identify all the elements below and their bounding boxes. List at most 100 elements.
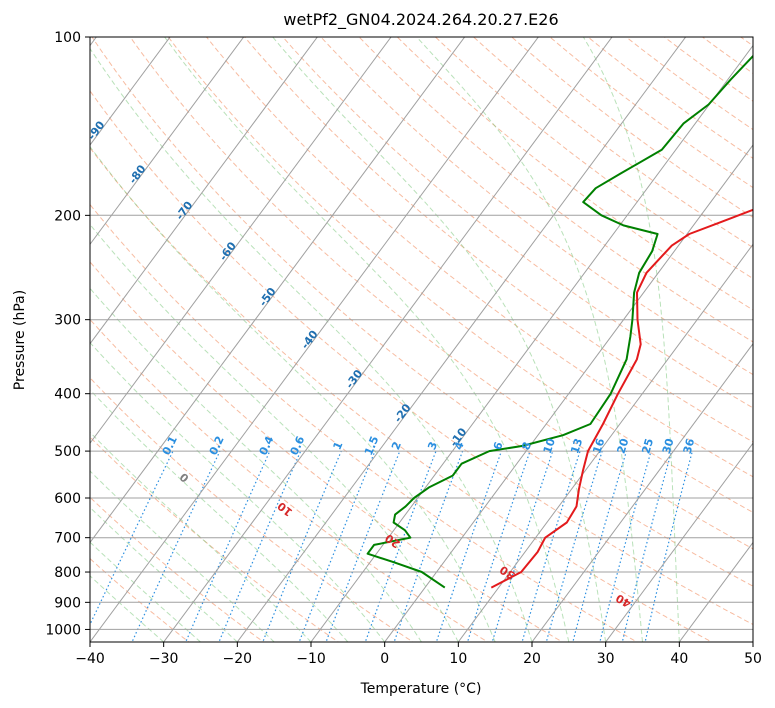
isotherm-label: -60 xyxy=(217,239,239,263)
mixing-ratio-label: 0.6 xyxy=(288,434,308,457)
mixing-ratio-label: 20 xyxy=(615,437,632,456)
dry-adiabat-line xyxy=(91,37,753,587)
isotherm-label: -30 xyxy=(343,367,365,391)
x-tick-label: 30 xyxy=(597,651,615,667)
dry-adiabat-line xyxy=(702,37,753,74)
isotherm-label: -80 xyxy=(126,162,148,186)
x-tick-label: −20 xyxy=(223,651,253,667)
mixing-ratio-label: 8 xyxy=(519,440,534,451)
mixing-ratio-label: 6 xyxy=(491,440,506,452)
dry-adiabat-line xyxy=(167,37,753,514)
isotherm-gridline xyxy=(90,37,392,445)
moist-adiabat-line xyxy=(90,389,349,642)
mixing-ratio-line xyxy=(621,450,673,642)
moist-adiabat-line xyxy=(90,431,312,642)
chart-title: wetPf2_GN04.2024.264.20.27.E26 xyxy=(283,10,558,30)
y-axis-label: Pressure (hPa) xyxy=(12,290,28,390)
isotherm-gridline xyxy=(384,144,753,642)
mixing-ratio-line xyxy=(90,450,174,626)
dry-adiabat-line xyxy=(90,436,340,642)
isotherm-gridline xyxy=(752,641,753,642)
mixing-ratio-line xyxy=(325,450,401,642)
mixing-ratio-label: 0.1 xyxy=(160,434,180,457)
mixing-ratio-line xyxy=(393,450,464,642)
isotherm-gridline xyxy=(605,442,753,642)
x-tick-label: 0 xyxy=(380,651,389,667)
moist-adiabat-line xyxy=(90,145,496,642)
moist-adiabat-line xyxy=(90,470,275,642)
isotherm-gridline xyxy=(90,37,318,345)
moist-adiabat-line xyxy=(582,37,680,642)
isotherm-label: -100 xyxy=(45,67,72,97)
y-tick-label: 900 xyxy=(54,595,81,611)
mixing-ratio-label: 30 xyxy=(660,437,677,456)
x-tick-label: 40 xyxy=(670,651,688,667)
dry-adiabat-line xyxy=(320,37,753,376)
dry-adiabat-line xyxy=(549,37,753,189)
x-tick-label: −40 xyxy=(75,651,105,667)
dry-adiabat-line xyxy=(90,318,489,642)
mixing-ratio-label: 3 xyxy=(425,440,440,452)
isotherm-gridline xyxy=(90,37,245,246)
dry-adiabat-line xyxy=(435,37,753,280)
dry-adiabat-label: 40 xyxy=(613,591,633,610)
y-tick-label: 400 xyxy=(54,387,81,403)
x-axis-label: Temperature (°C) xyxy=(360,681,482,697)
isotherm-gridline xyxy=(163,37,613,642)
y-tick-label: 200 xyxy=(54,208,81,224)
mixing-ratio-label: 36 xyxy=(681,437,698,455)
mixing-ratio-line xyxy=(298,450,376,642)
dry-adiabat-line xyxy=(244,37,753,443)
dry-adiabat-line xyxy=(282,37,753,409)
mixing-ratio-label: 13 xyxy=(568,437,585,456)
mixing-ratio-line xyxy=(545,450,603,642)
dry-adiabat-line xyxy=(358,37,753,343)
isotherm-label: -50 xyxy=(256,285,278,309)
dry-adiabat-line xyxy=(129,37,753,550)
isotherm-gridline xyxy=(236,37,687,642)
mixing-ratio-line xyxy=(521,450,581,642)
sounding-line xyxy=(490,208,753,589)
isotherm-label: -40 xyxy=(298,328,320,352)
plot-area: -100-90-80-70-60-50-40-30-20-100.1 0.2 0.4… xyxy=(45,37,753,642)
moist-adiabat-line xyxy=(416,37,643,642)
y-tick-label: 700 xyxy=(54,531,81,547)
mixing-ratio-line xyxy=(466,450,531,642)
mixing-ratio-line xyxy=(131,450,221,642)
moist-adiabat-line xyxy=(90,341,386,642)
mixing-ratio-label: 16 xyxy=(590,436,607,455)
mixing-ratio-line xyxy=(599,450,652,642)
y-tick-label: 500 xyxy=(54,444,81,460)
y-tick-label: 100 xyxy=(54,30,81,46)
x-tick-label: 20 xyxy=(523,651,541,667)
mixing-ratio-label: 1 xyxy=(331,440,346,452)
isotherm-label: -90 xyxy=(85,118,107,142)
y-tick-label: 1000 xyxy=(45,622,81,638)
dry-adiabat-line xyxy=(206,37,753,478)
dry-adiabat-line xyxy=(90,146,713,642)
dry-adiabat-label: 10 xyxy=(275,499,295,519)
y-tick-label: 600 xyxy=(54,491,81,507)
y-tick-label: 800 xyxy=(54,565,81,581)
plot-frame xyxy=(89,36,754,643)
mixing-ratio-line xyxy=(572,450,627,642)
mixing-ratio-label: 25 xyxy=(639,437,656,455)
mixing-ratio-line xyxy=(491,450,554,642)
moist-adiabat-line xyxy=(90,223,459,642)
isotherm-gridline xyxy=(90,37,466,544)
moist-adiabat-line xyxy=(164,37,570,642)
mixing-ratio-line xyxy=(364,450,437,642)
gridlines xyxy=(90,37,753,642)
mixing-ratio-label: 2 xyxy=(389,440,404,452)
isotherm-gridline xyxy=(90,37,171,146)
moist-adiabats xyxy=(90,37,680,642)
dry-adiabat-line xyxy=(740,37,753,47)
mixing-ratio-label: 0.4 xyxy=(257,434,277,457)
dry-adiabat-label: 20 xyxy=(383,531,403,551)
axis-ticks: −40 −30 −20 −10 0 10 20 30 40 5010020030040050060… xyxy=(45,30,762,667)
x-tick-label: 50 xyxy=(744,651,762,667)
sounding-line xyxy=(366,54,753,589)
dry-adiabat-line xyxy=(90,261,564,642)
mixing-ratio-label: 1.5 xyxy=(362,434,381,457)
moist-adiabat-line xyxy=(272,37,607,642)
